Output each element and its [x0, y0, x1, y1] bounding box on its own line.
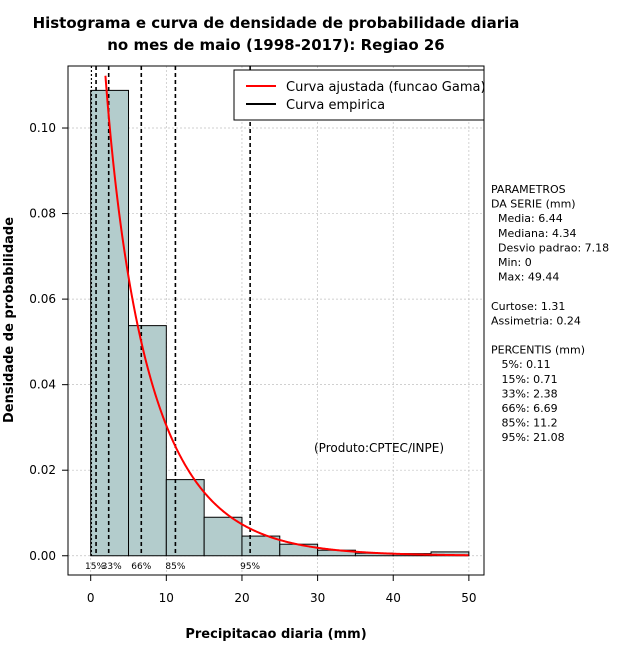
side-panel-line: PARAMETROS — [491, 183, 566, 196]
x-axis-tick-label: 0 — [87, 591, 95, 605]
y-axis-tick-label: 0.00 — [29, 549, 56, 563]
side-panel-line: Curtose: 1.31 — [491, 300, 565, 313]
percentile-label: 85% — [165, 562, 185, 572]
side-panel-line: 66%: 6.69 — [491, 402, 558, 415]
histogram-bar — [165, 479, 205, 557]
side-panel-line: 5%: 0.11 — [491, 358, 551, 371]
x-axis-tick-label: 10 — [159, 591, 174, 605]
percentile-lines: 15%33% 66% 85% 95% — [85, 66, 261, 572]
percentile-label: 66% — [131, 562, 151, 572]
series-parameters-panel: PARAMETROS DA SERIE (mm) Media: 6.44 Medi… — [491, 183, 609, 444]
percentile-label: 15% — [85, 562, 105, 572]
percentile-label: 95% — [240, 562, 260, 572]
gamma-fitted-curve — [104, 75, 469, 557]
x-axis-tick-label: 40 — [386, 591, 401, 605]
y-axis-tick-label: 0.04 — [29, 378, 56, 392]
y-axis-tick-label: 0.08 — [29, 207, 56, 221]
y-axis-tick-label: 0.10 — [29, 121, 56, 135]
x-axis-title: Precipitacao diaria (mm) — [185, 627, 366, 642]
side-panel-line: DA SERIE (mm) — [491, 198, 576, 211]
y-axis-tick-label: 0.06 — [29, 292, 56, 306]
histogram-bar — [90, 89, 130, 557]
axes: 0 10 20 30 40 50 0.00 0.02 0.04 0.06 0.08 0.10 — [29, 121, 476, 605]
product-annotation: (Produto:CPTEC/INPE) — [314, 441, 444, 455]
legend: Curva ajustada (funcao Gama) Curva empir… — [233, 69, 486, 121]
gamma-curve-layer — [104, 75, 469, 557]
side-panel-line: 33%: 2.38 — [491, 387, 558, 400]
side-panel-line: PERCENTIS (mm) — [491, 344, 585, 357]
side-panel-line: Min: 0 — [491, 256, 532, 269]
histogram-bars — [90, 89, 470, 557]
percentile-label: 33% — [102, 562, 122, 572]
side-panel-line: 85%: 11.2 — [491, 417, 558, 430]
side-panel-line: 95%: 21.08 — [491, 431, 565, 444]
side-panel-line: Desvio padrao: 7.18 — [491, 241, 609, 254]
plot-frame — [67, 65, 485, 576]
side-panel-line: 15%: 0.71 — [491, 373, 558, 386]
legend-label-empirical: Curva empirica — [286, 98, 385, 113]
y-axis-tick-label: 0.02 — [29, 463, 56, 477]
chart-title-line1: Histograma e curva de densidade de proba… — [33, 14, 520, 32]
side-panel-line: Assimetria: 0.24 — [491, 314, 581, 327]
chart-title-line2: no mes de maio (1998-2017): Regiao 26 — [107, 36, 445, 54]
side-panel-line: Mediana: 4.34 — [491, 227, 576, 240]
x-axis-tick-label: 50 — [461, 591, 476, 605]
histogram-bar — [203, 516, 243, 557]
side-panel-line: Media: 6.44 — [491, 212, 563, 225]
side-panel-line: Max: 49.44 — [491, 271, 559, 284]
x-axis-tick-label: 20 — [234, 591, 249, 605]
histogram-bar — [128, 325, 167, 557]
legend-label-fitted: Curva ajustada (funcao Gama) — [286, 80, 486, 95]
legend-box — [233, 69, 485, 121]
x-axis-tick-label: 30 — [310, 591, 325, 605]
y-axis-title: Densidade de probabilidade — [2, 217, 17, 423]
